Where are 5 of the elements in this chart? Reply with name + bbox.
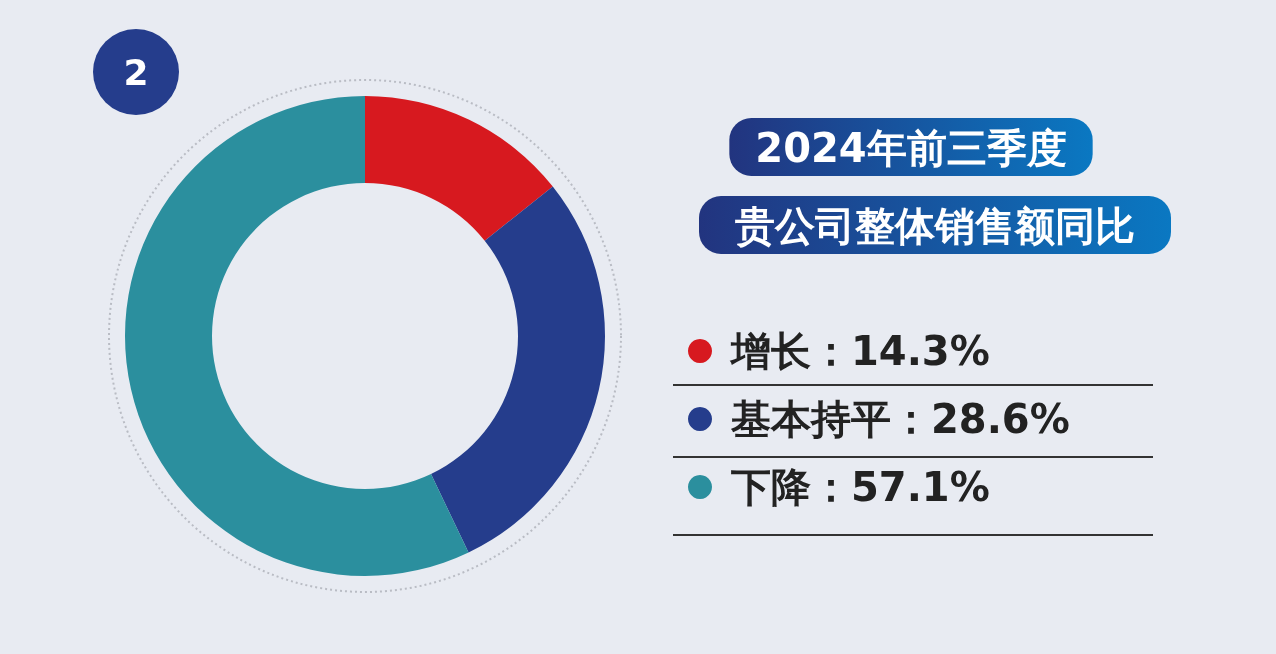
legend-label: 增长：14.3%	[729, 328, 990, 374]
text: 贵公司整体销售额同比	[735, 203, 1135, 249]
legend-label: 基本持平：28.6%	[730, 396, 1070, 442]
text: 2024年前三季度	[755, 125, 1067, 171]
legend-label: 下降：57.1%	[731, 464, 990, 510]
